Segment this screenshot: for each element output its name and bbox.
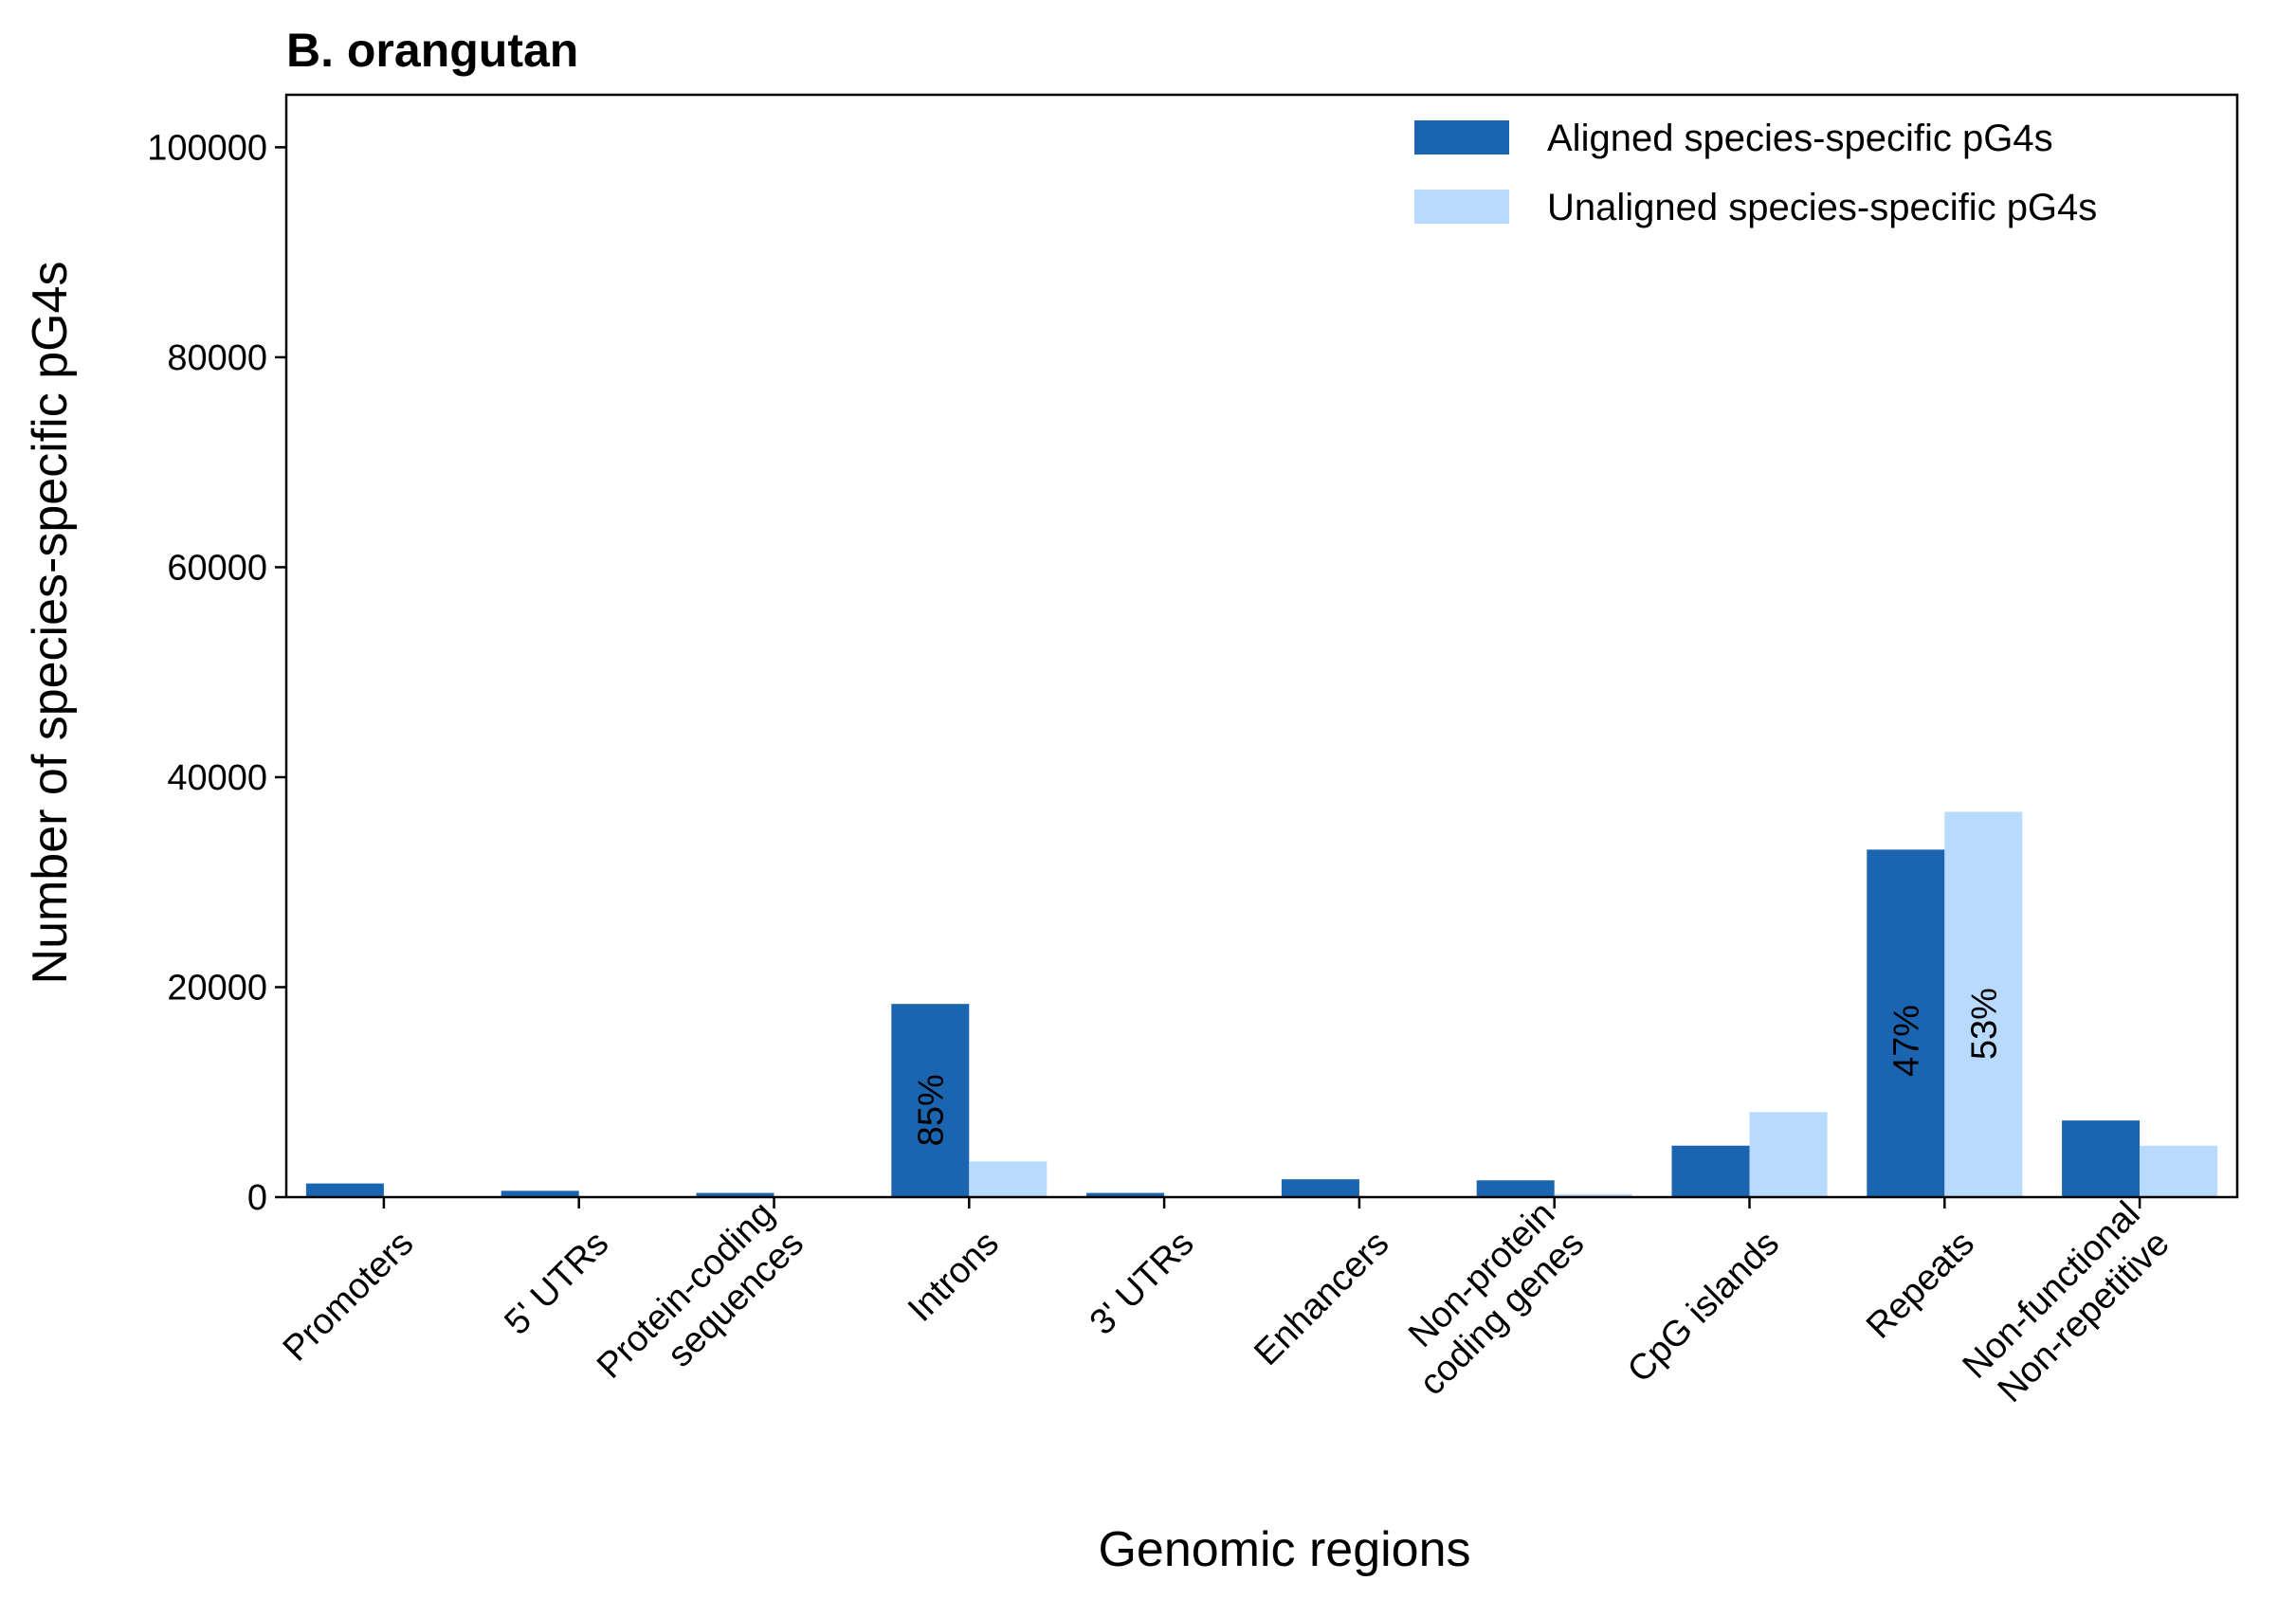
x-tick-label-line-8-0: Repeats (1859, 1224, 1982, 1347)
plot-area: 0 20000 40000 60000 80000 100000 Promoters 5' U… (147, 93, 2239, 1410)
bar-aligned-5 (1281, 1179, 1359, 1197)
bar-aligned-3 (891, 1004, 970, 1197)
bar-aligned-8 (1867, 849, 1945, 1197)
bar-annotation-2: 53% (1964, 988, 2004, 1060)
bar-aligned-0 (305, 1183, 384, 1197)
bar-aligned-2 (696, 1192, 774, 1197)
chart-title: B. orangutan (286, 24, 578, 77)
bar-annotation-0: 85% (911, 1074, 951, 1146)
bar-aligned-7 (1671, 1145, 1750, 1197)
bar-unaligned-6 (1554, 1193, 1632, 1197)
plot-frame (284, 93, 2239, 1199)
x-tick-label-7: CpG islands (1620, 1224, 1787, 1390)
legend-label-0: Aligned species-specific pG4s (1547, 118, 2053, 159)
bar-aligned-1 (501, 1190, 579, 1197)
y-tick-label-4: 80000 (167, 338, 267, 378)
x-tick-label-3: Introns (901, 1224, 1007, 1330)
x-tick-label-line-3-0: Introns (901, 1224, 1007, 1330)
legend-swatch-0 (1414, 120, 1509, 154)
x-tick-label-0: Promoters (276, 1224, 422, 1370)
x-tick-label-1: 5' UTRs (497, 1224, 616, 1343)
bar-aligned-9 (2062, 1120, 2141, 1197)
x-tick-label-line-5-0: Enhancers (1247, 1224, 1396, 1373)
bar-unaligned-9 (2140, 1145, 2218, 1197)
legend-swatch-1 (1414, 190, 1509, 224)
x-tick-label-5: Enhancers (1247, 1224, 1396, 1373)
bar-unaligned-3 (969, 1161, 1048, 1197)
x-tick-label-8: Repeats (1859, 1224, 1982, 1347)
bar-aligned-6 (1476, 1180, 1555, 1197)
y-tick-label-1: 20000 (167, 968, 267, 1008)
bar-unaligned-8 (1944, 811, 2023, 1197)
bar-unaligned-7 (1749, 1112, 1828, 1197)
bar-aligned-4 (1086, 1192, 1165, 1197)
y-axis-label: Number of species-specific pG4s (23, 262, 78, 985)
x-tick-label-line-0-0: Promoters (276, 1224, 422, 1370)
x-tick-label-4: 3' UTRs (1083, 1224, 1202, 1343)
y-tick-label-3: 60000 (167, 548, 267, 588)
y-tick-label-0: 0 (247, 1178, 267, 1218)
x-tick-label-line-4-0: 3' UTRs (1083, 1224, 1202, 1343)
y-tick-label-2: 40000 (167, 758, 267, 798)
y-tick-label-5: 100000 (147, 128, 267, 168)
x-tick-label-line-1-0: 5' UTRs (497, 1224, 616, 1343)
x-axis-label: Genomic regions (1098, 1522, 1470, 1577)
bar-annotation-1: 47% (1886, 1005, 1926, 1077)
x-tick-label-line-7-0: CpG islands (1620, 1224, 1787, 1390)
legend-label-1: Unaligned species-specific pG4s (1547, 187, 2097, 228)
